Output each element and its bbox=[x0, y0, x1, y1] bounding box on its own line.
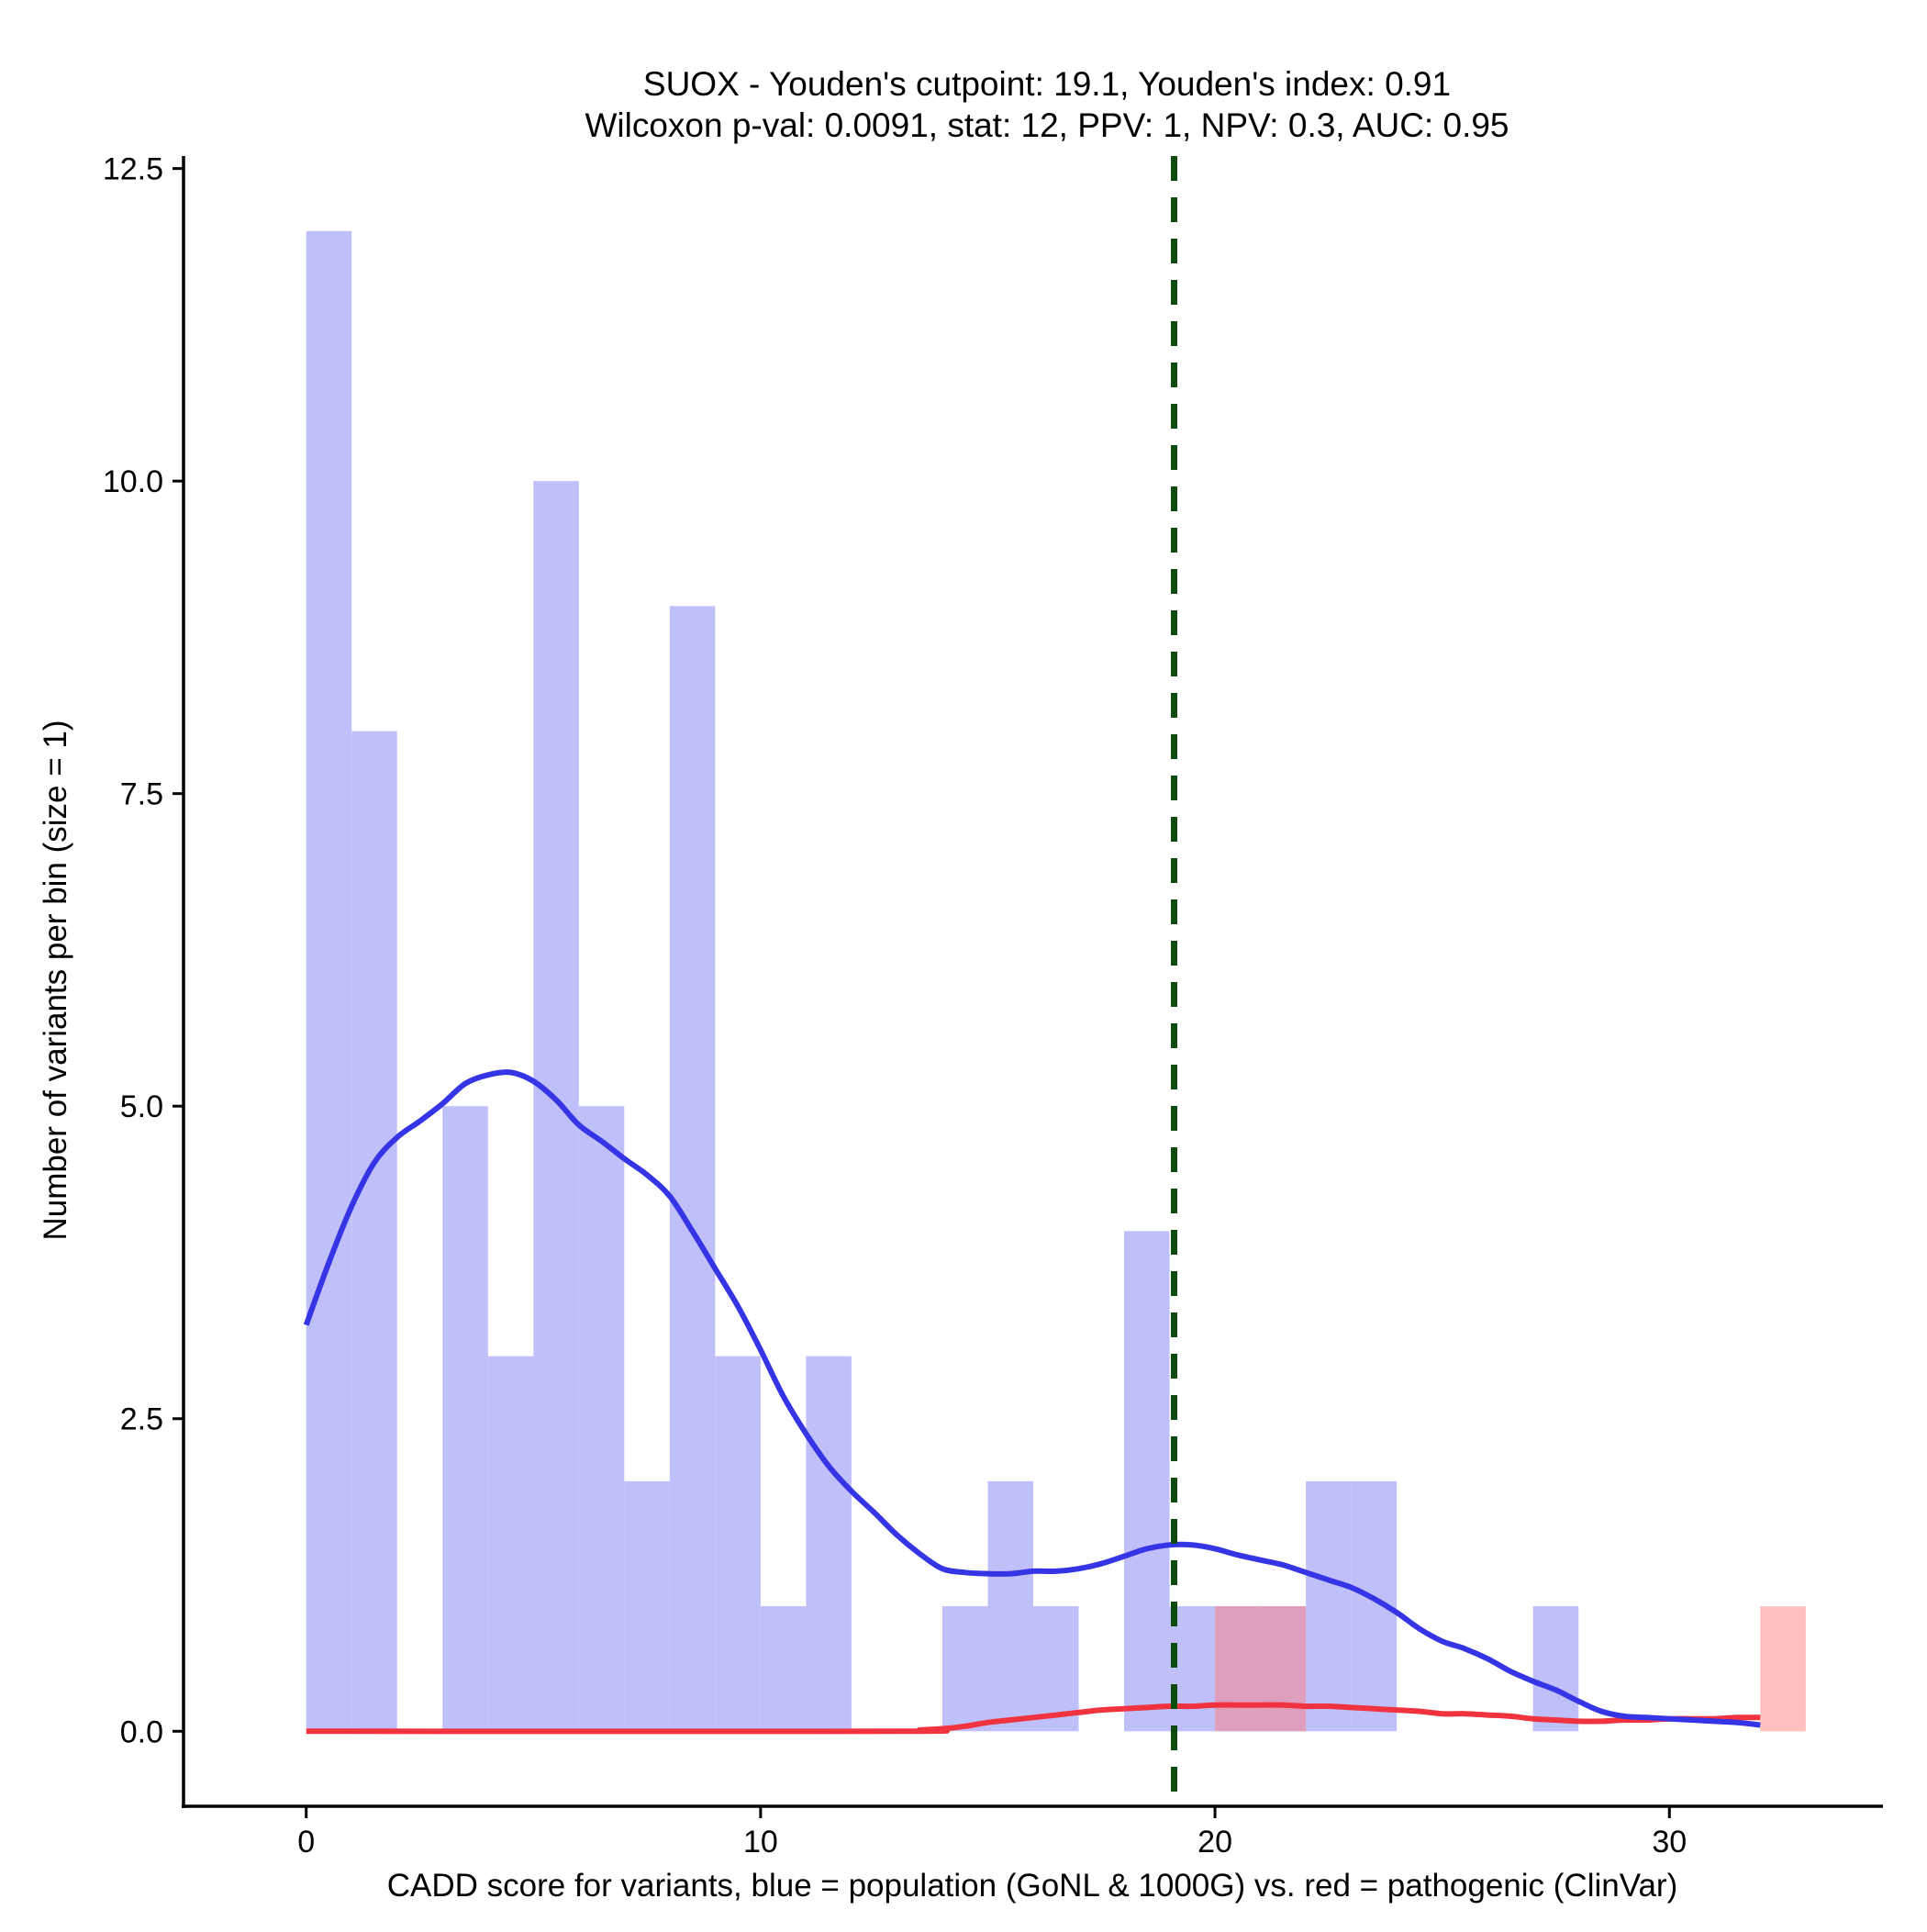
population-bar bbox=[987, 1480, 1033, 1732]
population-bar bbox=[669, 606, 716, 1732]
population-bar bbox=[1532, 1606, 1579, 1732]
population-bar bbox=[351, 731, 397, 1732]
population-bar bbox=[578, 1106, 625, 1732]
population-bar bbox=[442, 1106, 488, 1732]
chart-title-line-2: Wilcoxon p-val: 0.0091, stat: 12, PPV: 1… bbox=[585, 106, 1509, 144]
pathogenic-bar bbox=[1215, 1606, 1261, 1732]
pathogenic-density-line bbox=[306, 1702, 1761, 1735]
population-bar bbox=[941, 1606, 988, 1732]
population-bar bbox=[1033, 1606, 1079, 1732]
y-tick-label: 5.0 bbox=[120, 1089, 163, 1124]
density-lines bbox=[303, 1069, 1761, 1735]
x-tick-label: 20 bbox=[1197, 1825, 1232, 1859]
y-tick-label: 12.5 bbox=[103, 152, 163, 187]
pathogenic-bar bbox=[1760, 1606, 1806, 1732]
population-bar bbox=[806, 1356, 852, 1732]
x-axis-ticks: 0 10 20 30 bbox=[297, 1806, 1687, 1859]
population-bars bbox=[306, 230, 1579, 1732]
y-tick-label: 10.0 bbox=[103, 464, 163, 499]
population-density-line bbox=[303, 1069, 1761, 1728]
y-axis-label: Number of variants per bin (size = 1) bbox=[38, 720, 73, 1240]
population-bar bbox=[1124, 1231, 1170, 1732]
y-tick-label: 2.5 bbox=[120, 1402, 163, 1437]
chart-title-line-1: SUOX - Youden's cutpoint: 19.1, Youden's… bbox=[643, 65, 1451, 103]
population-bar bbox=[533, 481, 579, 1732]
population-bar bbox=[1169, 1606, 1216, 1732]
pathogenic-bar bbox=[1260, 1606, 1307, 1732]
population-bar bbox=[715, 1356, 761, 1732]
x-tick-label: 30 bbox=[1652, 1825, 1687, 1859]
pathogenic-bars bbox=[1215, 1606, 1806, 1732]
x-axis-label: CADD score for variants, blue = populati… bbox=[387, 1868, 1678, 1904]
x-tick-label: 10 bbox=[743, 1825, 778, 1859]
population-bar bbox=[487, 1356, 534, 1732]
x-tick-label: 0 bbox=[297, 1825, 315, 1859]
population-bar bbox=[760, 1606, 807, 1732]
population-bar bbox=[306, 230, 352, 1732]
y-tick-label: 7.5 bbox=[120, 777, 163, 812]
y-axis-ticks: 0.0 2.5 5.0 7.5 10.0 12.5 bbox=[103, 152, 184, 1749]
population-bar bbox=[624, 1480, 670, 1732]
y-tick-label: 0.0 bbox=[120, 1714, 163, 1749]
population-bar bbox=[1306, 1480, 1352, 1732]
